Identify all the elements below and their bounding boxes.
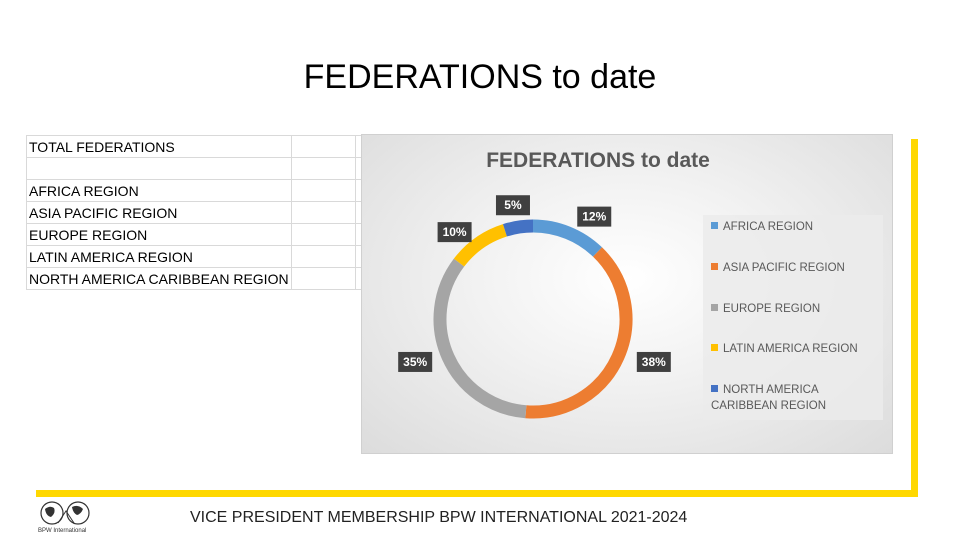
data-label: 12% — [577, 206, 612, 227]
data-label: 5% — [495, 195, 530, 216]
data-label: 35% — [398, 351, 433, 372]
donut-slice — [433, 258, 527, 419]
yellow-accent-horizontal — [36, 490, 918, 497]
row-label: NORTH AMERICA CARIBBEAN REGION — [26, 267, 292, 290]
slide-title: FEDERATIONS to date — [303, 58, 657, 96]
logo-text: BPW International — [38, 528, 87, 534]
donut-slice — [532, 219, 602, 257]
donut-slice — [453, 224, 508, 267]
legend-swatch — [711, 385, 718, 392]
row-label: ASIA PACIFIC REGION — [26, 201, 292, 224]
legend-item: ASIA PACIFIC REGION — [711, 260, 881, 276]
legend-item: EUROPE REGION — [711, 301, 881, 317]
donut-slice — [502, 219, 534, 237]
legend-item: AFRICA REGION — [711, 219, 881, 235]
donut-slice — [525, 247, 633, 419]
chart-title: FEDERATIONS to date — [486, 149, 710, 172]
legend-swatch — [711, 304, 718, 311]
svg-text:38%: 38% — [642, 355, 666, 369]
svg-text:10%: 10% — [443, 225, 467, 239]
legend-label: EUROPE REGION — [723, 303, 821, 315]
legend-label: NORTH AMERICA CARIBBEAN REGION — [711, 384, 827, 412]
legend-label: ASIA PACIFIC REGION — [723, 262, 845, 274]
legend-swatch — [711, 344, 718, 351]
data-label: 10% — [437, 222, 472, 243]
donut-chart: 12% 38% 35% 10% 5% — [398, 195, 671, 419]
svg-text:35%: 35% — [403, 355, 427, 369]
row-label: EUROPE REGION — [26, 223, 292, 246]
data-label: 38% — [636, 351, 671, 372]
legend-label: LATIN AMERICA REGION — [723, 343, 858, 355]
bpw-logo — [40, 501, 90, 525]
row-label: AFRICA REGION — [26, 179, 292, 202]
row-label — [26, 157, 292, 180]
legend-label: AFRICA REGION — [723, 221, 814, 233]
chart-legend: AFRICA REGION ASIA PACIFIC REGION EUROPE R… — [703, 215, 883, 420]
svg-text:12%: 12% — [582, 210, 606, 224]
row-label: LATIN AMERICA REGION — [26, 245, 292, 268]
legend-item: NORTH AMERICA CARIBBEAN REGION — [711, 382, 881, 414]
legend-item: LATIN AMERICA REGION — [711, 341, 881, 357]
svg-text:5%: 5% — [504, 198, 522, 212]
row-label: TOTAL FEDERATIONS — [26, 135, 292, 158]
footer-text: VICE PRESIDENT MEMBERSHIP BPW INTERNATIO… — [190, 509, 688, 526]
yellow-accent-vertical — [911, 139, 918, 496]
chart-panel: FEDERATIONS to date 12% 38% 35% 10% 5% AFRIC… — [361, 134, 893, 454]
legend-swatch — [711, 263, 718, 270]
legend-swatch — [711, 222, 718, 229]
